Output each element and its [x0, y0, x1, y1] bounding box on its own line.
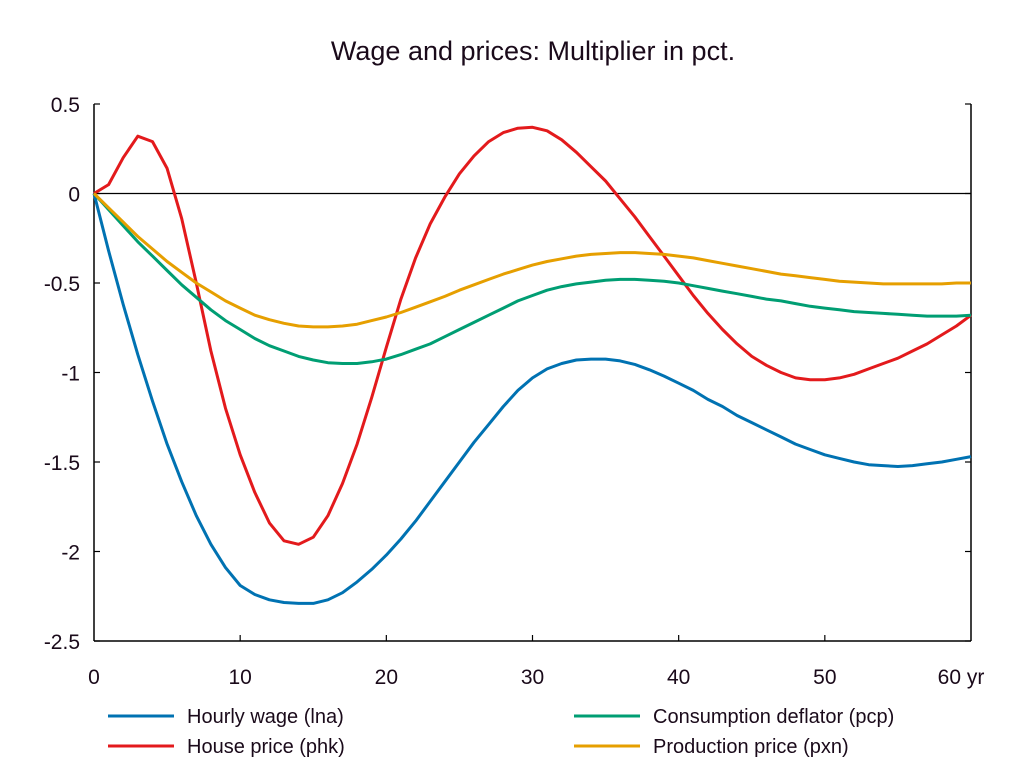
- x-tick-label: 40: [667, 666, 690, 689]
- y-tick-label: -2: [61, 542, 80, 565]
- x-tick-label: 50: [813, 666, 836, 689]
- plot-frame: [93, 104, 972, 642]
- series-line: [92, 192, 972, 365]
- series-lines: [92, 125, 972, 605]
- x-tick-label: 60 yr: [938, 666, 985, 689]
- series-line: [92, 193, 972, 605]
- y-tick-label: -1: [61, 363, 80, 386]
- legend: Hourly wage (lna) House price (phk) Consum…: [108, 706, 894, 758]
- legend-label: Hourly wage (lna): [187, 706, 344, 728]
- x-tick-label: 20: [375, 666, 398, 689]
- series-line: [93, 125, 972, 546]
- legend-label: House price (phk): [187, 736, 345, 758]
- y-axis: 0.5 0 -0.5 -1 -1.5 -2 -2.5: [44, 94, 971, 654]
- x-axis: 0 10 20 30 40 50 60 yr: [88, 635, 984, 689]
- legend-label: Consumption deflator (pcp): [653, 706, 894, 728]
- x-tick-label: 10: [228, 666, 251, 689]
- y-tick-label: -1.5: [44, 452, 80, 475]
- x-tick-label: 0: [88, 666, 100, 689]
- legend-label: Production price (pxn): [653, 736, 849, 758]
- x-tick-label: 30: [521, 666, 544, 689]
- y-tick-label: 0.5: [51, 94, 80, 117]
- y-tick-label: 0: [68, 184, 80, 207]
- chart-title: Wage and prices: Multiplier in pct.: [331, 36, 735, 66]
- y-tick-label: -2.5: [44, 631, 80, 654]
- y-tick-label: -0.5: [44, 273, 80, 296]
- series-line: [92, 192, 971, 329]
